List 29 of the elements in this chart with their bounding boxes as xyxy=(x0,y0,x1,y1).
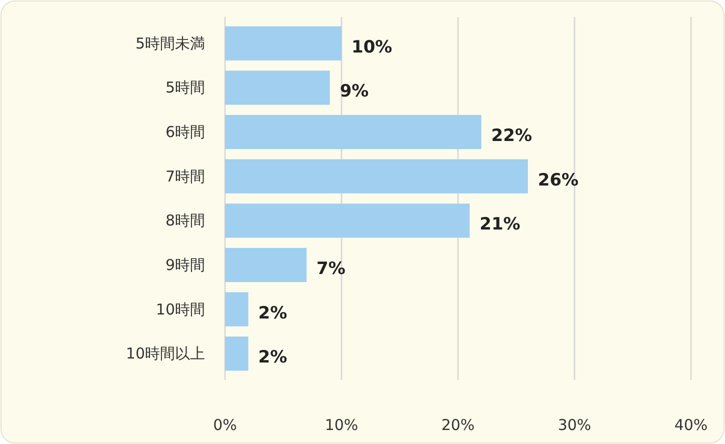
data-label: 10% xyxy=(352,37,392,58)
y-tick-label: 10時間 xyxy=(156,300,205,318)
y-tick-label: 8時間 xyxy=(165,212,205,230)
x-tick-label: 30% xyxy=(558,416,592,434)
data-label: 21% xyxy=(480,214,520,235)
bar xyxy=(225,159,528,194)
bar xyxy=(225,114,482,150)
y-tick-label: 6時間 xyxy=(165,123,205,142)
bar xyxy=(225,204,470,238)
data-label: 2% xyxy=(258,303,288,324)
y-tick-label: 7時間 xyxy=(165,167,205,186)
y-tick-label: 5時間 xyxy=(165,78,205,97)
data-label: 22% xyxy=(491,126,532,146)
data-label: 26% xyxy=(538,170,579,190)
y-tick-label: 10時間以上 xyxy=(126,344,205,363)
y-tick-label: 5時間未満 xyxy=(135,34,205,52)
x-tick-label: 10% xyxy=(324,416,358,434)
x-tick-label: 40% xyxy=(674,416,708,434)
data-label: 7% xyxy=(316,258,346,279)
bar xyxy=(225,26,342,60)
bar xyxy=(225,292,248,326)
data-label: 9% xyxy=(340,82,369,102)
bar xyxy=(225,70,330,105)
bar xyxy=(225,248,307,282)
y-tick-label: 9時間 xyxy=(165,256,205,274)
data-label: 2% xyxy=(258,348,288,368)
x-tick-label: 20% xyxy=(441,416,475,434)
bar xyxy=(225,336,248,371)
x-tick-label: 0% xyxy=(213,416,237,434)
